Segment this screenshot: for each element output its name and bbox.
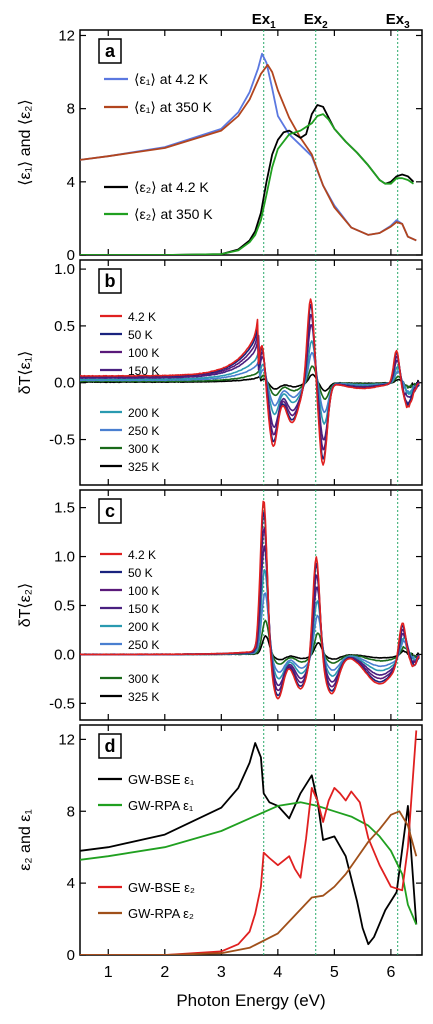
- x-tick-label: 4: [273, 964, 282, 981]
- legend-label: 150 K: [128, 364, 159, 378]
- legend-label: 100 K: [128, 346, 159, 360]
- y-tick-label: 4: [67, 875, 75, 892]
- y-tick-label: 0.5: [54, 597, 75, 614]
- legend-label: 300 K: [128, 672, 159, 686]
- series-line-teal: [80, 340, 420, 425]
- series-line-brown_red: [80, 63, 417, 242]
- legend-label: GW-BSE ε₁: [128, 772, 195, 787]
- y-axis-label: δT⟨ε₁⟩: [17, 351, 34, 395]
- legend-label: 250 K: [128, 638, 159, 652]
- exciton-label: Ex1: [252, 11, 276, 31]
- y-tick-label: -0.5: [49, 695, 75, 712]
- series-line-red: [80, 500, 420, 700]
- legend-label: GW-BSE ε₂: [128, 880, 195, 895]
- exciton-label: Ex2: [304, 11, 328, 31]
- panel-letter-box: [98, 498, 122, 524]
- legend-label: ⟨ε₂⟩ at 350 K: [134, 206, 213, 222]
- series-line-green: [80, 113, 414, 255]
- legend-label: 150 K: [128, 602, 159, 616]
- y-axis-label: ⟨ε₁⟩ and ⟨ε₂⟩: [17, 99, 34, 185]
- series-line-black: [80, 742, 418, 946]
- legend-label: 50 K: [128, 566, 153, 580]
- series-line-red: [80, 298, 420, 466]
- legend-label: 325 K: [128, 690, 159, 704]
- x-tick-label: 6: [386, 964, 395, 981]
- y-tick-label: -0.5: [49, 432, 75, 449]
- x-tick-label: 3: [217, 964, 226, 981]
- y-tick-label: 4: [67, 174, 75, 191]
- panel-letter-box: [98, 733, 122, 759]
- series-group: [80, 298, 420, 466]
- series-line-lightblue: [80, 351, 420, 414]
- legend-label: GW-RPA ε₁: [128, 798, 194, 813]
- panel-b: -0.5 0.0 0.5 1.0 δT⟨ε₁⟩ b 4.2 K 50 K 100 K 150 K 2…: [17, 259, 423, 486]
- panel-letter-box: [98, 268, 122, 294]
- y-axis-label: ε₂ and ε₁: [17, 809, 34, 870]
- y-tick-label: 8: [67, 803, 75, 820]
- series-line-darkgreen: [80, 365, 420, 400]
- y-tick-label: 0: [67, 247, 75, 264]
- x-tick-label: 2: [160, 964, 169, 981]
- y-axis-label: δT⟨ε₂⟩: [17, 583, 34, 628]
- legend: GW-BSE ε₁ GW-RPA ε₁ GW-BSE ε₂ GW-RPA ε₂: [98, 772, 195, 921]
- x-tick-label: 1: [104, 964, 113, 981]
- legend-label: ⟨ε₁⟩ at 4.2 K: [134, 71, 209, 87]
- y-tick-label: 0.0: [54, 375, 75, 392]
- y-tick-label: 12: [58, 27, 75, 44]
- panel-c: -0.5 0.0 0.5 1.0 1.5 δT⟨ε₂⟩ c 4.2 K 50 K 100 K 150…: [17, 489, 423, 721]
- series-group: [80, 52, 417, 255]
- y-tick-label: 1.0: [54, 549, 75, 566]
- y-tick-label: 0.0: [54, 646, 75, 663]
- plot-frame: [79, 29, 423, 256]
- legend: ⟨ε₁⟩ at 4.2 K ⟨ε₁⟩ at 350 K ⟨ε₂⟩ at 4.2 K ⟨…: [104, 71, 213, 222]
- panel-letter: a: [105, 41, 116, 61]
- legend-label: 300 K: [128, 442, 159, 456]
- x-tick-label: 5: [330, 964, 339, 981]
- plot-frame: [79, 724, 423, 956]
- series-line-brown: [80, 810, 418, 955]
- legend-label: 4.2 K: [128, 310, 156, 324]
- y-tick-label: 12: [58, 731, 75, 748]
- series-line-blue: [80, 52, 417, 242]
- y-tick-label: 1.5: [54, 500, 75, 517]
- panel-letter: d: [105, 736, 116, 756]
- series-group: [80, 500, 420, 700]
- series-group: [80, 730, 418, 955]
- legend: 4.2 K 50 K 100 K 150 K 200 K 250 K 300 K 325 K: [100, 310, 159, 474]
- legend-label: 200 K: [128, 620, 159, 634]
- legend-label: 50 K: [128, 328, 153, 342]
- panel-letter: c: [105, 501, 115, 521]
- legend-label: ⟨ε₁⟩ at 350 K: [134, 99, 213, 115]
- series-line-red: [80, 730, 418, 955]
- exciton-label: Ex3: [386, 11, 410, 31]
- legend: 4.2 K 50 K 100 K 150 K 200 K 250 K 300 K 325 K: [100, 548, 159, 704]
- legend-label: GW-RPA ε₂: [128, 906, 194, 921]
- legend-label: ⟨ε₂⟩ at 4.2 K: [134, 179, 209, 195]
- y-tick-label: 0: [67, 947, 75, 964]
- legend-label: 100 K: [128, 584, 159, 598]
- legend-label: 4.2 K: [128, 548, 156, 562]
- plot-frame: [79, 259, 423, 486]
- legend-label: 250 K: [128, 424, 159, 438]
- x-axis-label: Photon Energy (eV): [176, 991, 325, 1010]
- legend-label: 200 K: [128, 406, 159, 420]
- legend-label: 325 K: [128, 460, 159, 474]
- y-tick-label: 8: [67, 101, 75, 118]
- y-tick-label: 1.0: [54, 261, 75, 278]
- panel-letter-box: [98, 38, 122, 64]
- panel-letter: b: [105, 271, 116, 291]
- y-tick-label: 0.5: [54, 318, 75, 335]
